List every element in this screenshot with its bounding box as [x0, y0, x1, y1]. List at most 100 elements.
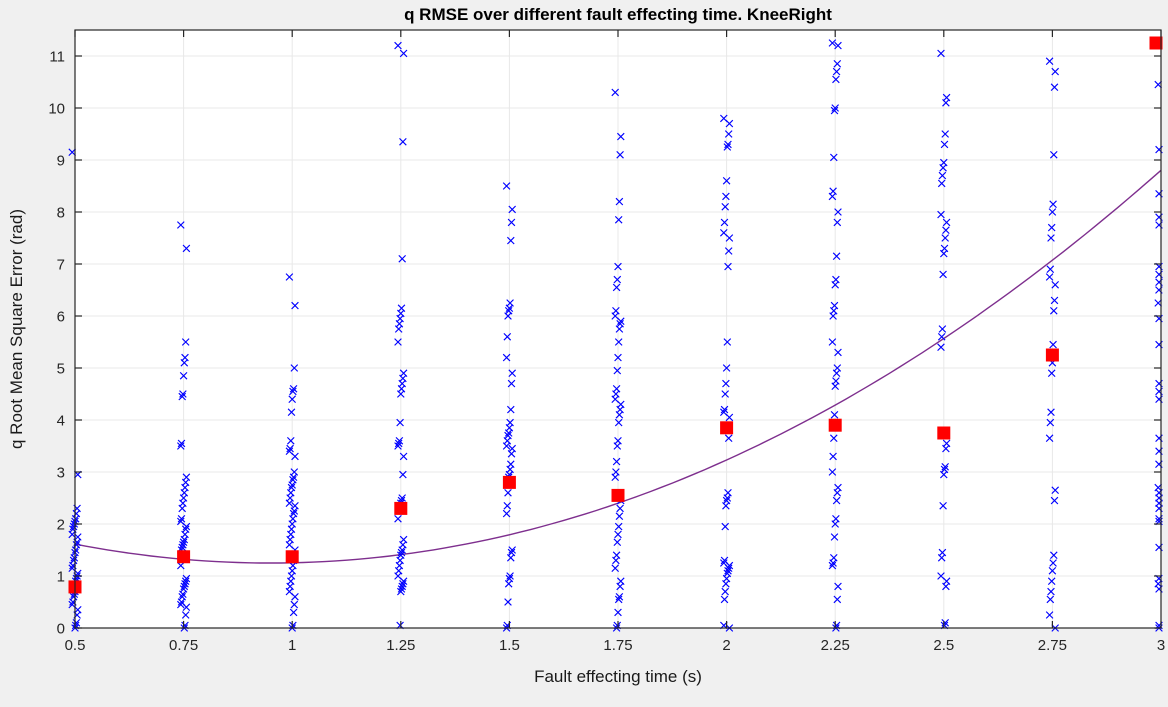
scatter-point-x [1045, 57, 1054, 66]
x-tick-label: 1.5 [499, 637, 520, 654]
x-tick-label: 2 [722, 637, 730, 654]
mean-marker-square [937, 426, 951, 440]
y-tick-label: 2 [57, 517, 65, 534]
scatter-point-x [398, 254, 407, 263]
scatter-point-x [829, 312, 837, 320]
scatter-point-x [616, 317, 625, 326]
scatter-point-x [394, 439, 403, 448]
scatter-point-x [181, 338, 190, 346]
scatter-point-x [831, 280, 840, 289]
scatter-point-x [506, 405, 515, 414]
scatter-point-x [722, 579, 730, 588]
scatter-point-x [396, 390, 405, 398]
scatter-point-x [937, 332, 946, 341]
scatter-point-x [615, 512, 624, 521]
scatter-point-x [177, 439, 186, 448]
scatter-point-x [506, 553, 515, 562]
scatter-point-x [506, 572, 514, 580]
scatter-point-x [176, 561, 185, 570]
scatter-point-x [939, 501, 947, 510]
scatter-point-x [502, 442, 511, 450]
scatter-point-x [937, 343, 945, 352]
scatter-point-x [178, 504, 187, 513]
scatter-point-x [1047, 234, 1055, 242]
scatter-point-x [834, 582, 842, 591]
scatter-point-x [832, 75, 840, 84]
scatter-point-x [612, 556, 620, 565]
scatter-point-x [1049, 306, 1058, 315]
scatter-point-x [1045, 273, 1054, 281]
scatter-point-x [616, 132, 625, 141]
scatter-point-x [833, 218, 842, 227]
scatter-point-x [942, 582, 950, 591]
y-axis-label: q Root Mean Square Error (rad) [7, 209, 26, 449]
y-tick-label: 5 [57, 361, 65, 378]
scatter-point-x [611, 473, 620, 482]
scatter-point-x [829, 434, 838, 443]
scatter-point-x [833, 59, 842, 68]
scatter-point-x [830, 106, 839, 115]
scatter-point-x [394, 442, 402, 450]
scatter-point-x [286, 444, 294, 453]
scatter-point-x [285, 499, 294, 508]
x-tick-label: 0.5 [65, 637, 86, 654]
scatter-point-x [1049, 200, 1057, 209]
scatter-point-x [180, 582, 189, 591]
scatter-point-x [937, 553, 946, 562]
scatter-point-x [724, 566, 732, 575]
scatter-point-x [177, 514, 186, 523]
scatter-point-x [611, 88, 620, 97]
scatter-point-x [394, 325, 403, 333]
scatter-point-x [503, 501, 512, 510]
scatter-point-x [724, 262, 732, 271]
scatter-point-x [832, 496, 841, 505]
scatter-point-x [616, 582, 624, 591]
scatter-point-x [725, 119, 734, 128]
scatter-point-x [1047, 408, 1055, 417]
scatter-point-x [289, 608, 298, 617]
scatter-point-x [503, 332, 512, 341]
y-tick-label: 6 [57, 309, 65, 326]
scatter-point-x [1049, 559, 1057, 567]
scatter-point-x [507, 449, 516, 458]
axis-box [74, 29, 1162, 629]
scatter-point-x [289, 384, 298, 393]
scatter-point-x [720, 595, 729, 604]
scatter-point-x [615, 592, 624, 601]
scatter-point-x [721, 390, 730, 398]
scatter-point-x [938, 325, 947, 333]
scatter-point-x [504, 488, 512, 497]
scatter-point-x [1049, 340, 1057, 349]
scatter-point-x [828, 468, 837, 476]
scatter-point-x [504, 579, 513, 588]
scatter-point-x [939, 270, 947, 279]
scatter-point-x [613, 442, 622, 450]
x-tick-label: 2.25 [821, 637, 850, 654]
scatter-point-x [942, 218, 951, 227]
scatter-point-x [614, 608, 622, 617]
scatter-point-x [508, 369, 517, 378]
scatter-point-x [941, 130, 950, 138]
scatter-point-x [178, 392, 187, 401]
scatter-point-x [721, 202, 730, 211]
scatter-point-x [829, 452, 837, 461]
scatter-point-x [612, 283, 621, 292]
scatter-point-x [182, 244, 191, 253]
scatter-point-x [1050, 496, 1059, 505]
scatter-point-x [504, 312, 512, 320]
scatter-point-x [830, 410, 839, 419]
scatter-point-x [722, 364, 731, 372]
scatter-point-x [397, 548, 406, 557]
scatter-point-x [285, 273, 294, 281]
mean-marker-square [1149, 36, 1163, 50]
scatter-point-x [614, 262, 622, 271]
scatter-point-x [611, 564, 620, 573]
y-tick-label: 0 [57, 621, 65, 638]
scatter-point-x [939, 470, 948, 479]
scatter-point-x [942, 98, 950, 107]
scatter-point-x [288, 481, 297, 489]
scatter-point-x [830, 533, 839, 541]
scatter-point-x [724, 140, 732, 149]
scatter-point-x [179, 371, 188, 380]
